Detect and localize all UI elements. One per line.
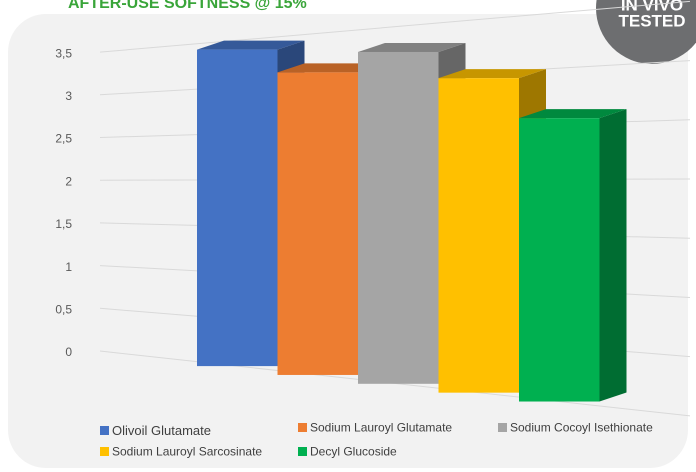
y-tick-label: 0: [65, 345, 72, 359]
bar: [277, 72, 358, 375]
y-tick-label: 0,5: [55, 302, 72, 316]
legend-label: Olivoil Glutamate: [112, 423, 211, 438]
y-tick-label: 1,5: [55, 217, 72, 231]
bar-top: [519, 109, 627, 119]
bar-top: [197, 40, 305, 50]
bar: [197, 49, 278, 367]
bar: [438, 78, 519, 393]
y-tick-label: 2,5: [55, 132, 72, 146]
legend-label: Sodium Lauroyl Glutamate: [310, 421, 452, 435]
bar-side: [599, 109, 627, 402]
legend-swatch: [298, 447, 307, 456]
legend-label: Sodium Cocoyl Isethionate: [510, 421, 653, 435]
y-tick-label: 2: [65, 174, 72, 188]
legend-label: Sodium Lauroyl Sarcosinate: [112, 445, 262, 459]
badge: IN VIVO TESTED: [596, 0, 696, 64]
y-tick-label: 3,5: [55, 46, 72, 60]
grid-line: [99, 0, 691, 53]
bar-top: [358, 42, 466, 52]
legend-swatch: [298, 423, 307, 432]
legend-swatch: [100, 426, 109, 435]
y-tick-label: 1: [65, 260, 72, 274]
badge-text: TESTED: [618, 11, 685, 30]
chart-title: AFTER-USE SOFTNESS @ 15%: [68, 0, 307, 12]
legend-label: Decyl Glucoside: [310, 445, 397, 459]
bar-top: [438, 69, 546, 79]
legend-swatch: [100, 447, 109, 456]
bar: [519, 118, 600, 402]
y-tick-label: 3: [65, 89, 72, 103]
bar: [358, 51, 439, 384]
legend-swatch: [498, 423, 507, 432]
badge-circle: [596, 0, 696, 64]
